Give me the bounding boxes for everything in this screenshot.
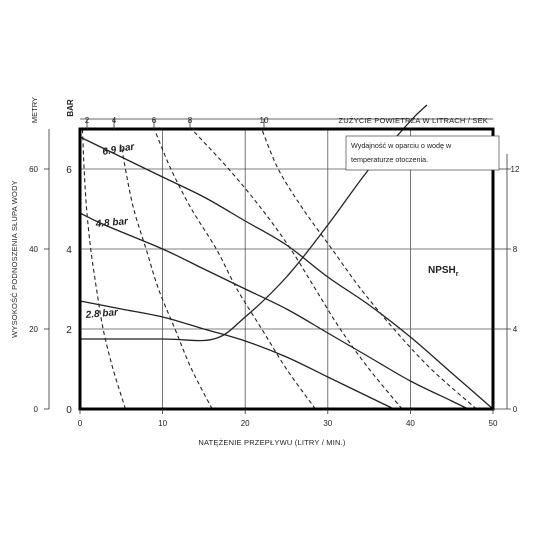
top-tick-label: 6	[152, 116, 157, 125]
x-tick-label: 20	[241, 419, 250, 428]
y-bar-tick-label: 4	[66, 245, 72, 256]
annotation-line-1: Wydajność w oparciu o wodę w	[351, 141, 452, 150]
y-meter-tick-label: 20	[29, 325, 38, 334]
npsh-label-main: NPSH	[428, 265, 456, 276]
y-meter-tick-label: 60	[29, 165, 38, 174]
y-bar-tick-label: 0	[66, 405, 72, 416]
y-bar-tick-label: 6	[66, 165, 72, 176]
top-axis-title: ZUŻYCIE POWIETRZA W LITRACH / SEK	[338, 116, 488, 125]
y-right-tick-label: 0	[513, 405, 518, 414]
curve-label-2-8-bar: 2.8 bar	[84, 307, 119, 321]
air-curve-4	[120, 144, 213, 410]
y-right-tick-label: 4	[513, 325, 518, 334]
air-curve-2	[81, 128, 126, 410]
air-curve-10	[261, 128, 477, 410]
pressure-curve-2-8-bar	[79, 300, 395, 410]
top-tick-label: 2	[85, 116, 90, 125]
air-curve-8	[191, 128, 403, 410]
air-consumption-curves	[81, 128, 477, 410]
x-tick-label: 40	[406, 419, 415, 428]
pressure-curve-4-8-bar	[79, 212, 469, 410]
y-right-tick-label: 12	[511, 165, 520, 174]
y-bar-tick-label: 2	[66, 325, 72, 336]
x-tick-label: 0	[78, 419, 83, 428]
npsh-label: NPSHr	[428, 265, 459, 278]
top-tick-label: 4	[112, 116, 117, 125]
x-tick-label: 50	[489, 419, 498, 428]
air-curve-6	[153, 128, 316, 410]
y-unit-bar: BAR	[66, 99, 75, 117]
npsh-label-subscript: r	[456, 271, 459, 278]
top-tick-label: 10	[260, 116, 269, 125]
annotation-line-2: temperaturze otoczenia.	[351, 155, 428, 164]
x-axis-title: NATĘŻENIE PRZEPŁYWU (LITRY / MIN.)	[198, 438, 346, 447]
y-right-tick-label: 8	[513, 245, 518, 254]
y-axis-title: WYSOKOŚĆ PODNOSZENIA SŁUPA WODY	[10, 180, 19, 338]
plot-frame	[78, 127, 495, 411]
top-tick-label: 8	[188, 116, 193, 125]
y-meter-tick-label: 40	[29, 245, 38, 254]
pressure-curves	[79, 136, 494, 410]
curve-label-4-8-bar: 4.8 bar	[94, 216, 129, 230]
pressure-curve-6-9-bar	[79, 136, 494, 410]
annotation-box	[345, 135, 500, 171]
y-unit-meters: METRY	[30, 97, 39, 123]
x-tick-label: 30	[323, 419, 332, 428]
y-meter-tick-label: 0	[34, 405, 39, 414]
x-tick-label: 10	[158, 419, 167, 428]
